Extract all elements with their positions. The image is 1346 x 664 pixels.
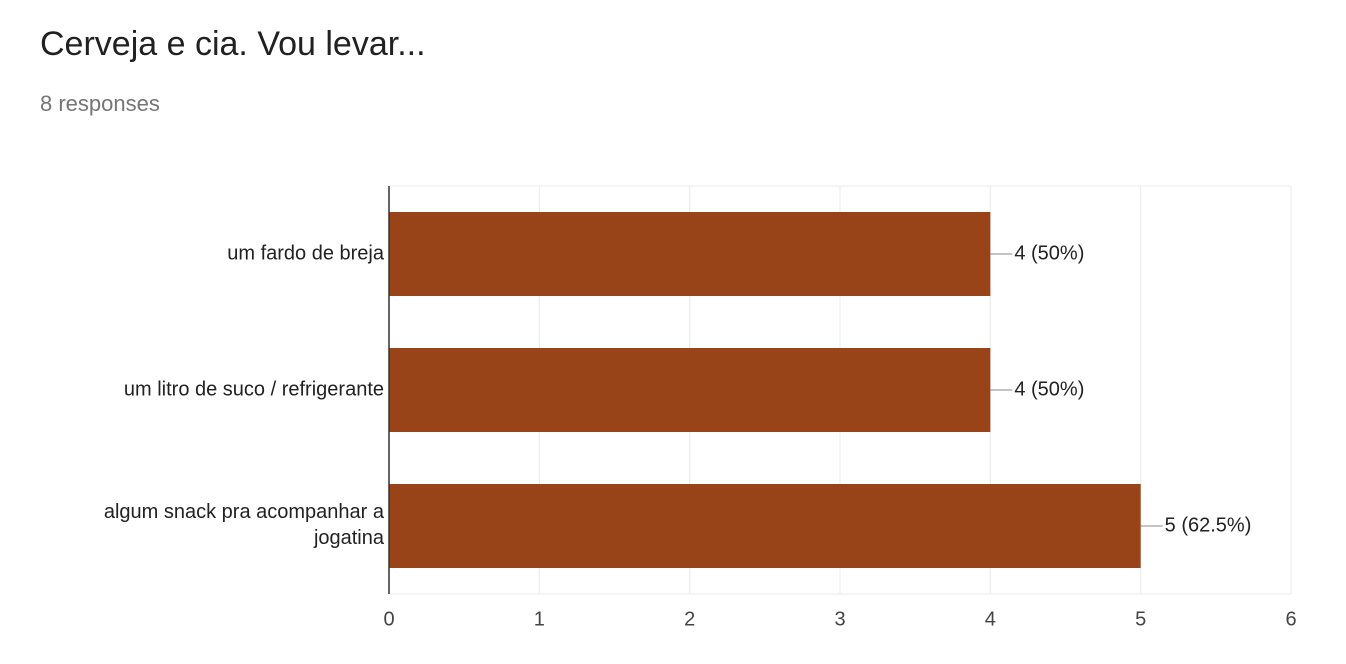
x-tick-label: 2 (684, 608, 695, 630)
x-tick-label: 5 (1135, 608, 1146, 630)
bar (389, 484, 1141, 568)
chart-title: Cerveja e cia. Vou levar... (40, 25, 426, 63)
x-tick-label: 3 (834, 608, 845, 630)
y-tick-label: algum snack pra acompanhar a jogatina (104, 501, 385, 549)
bar (389, 212, 991, 296)
value-label: 5 (62.5%) (1165, 514, 1252, 536)
x-tick-label: 1 (534, 608, 545, 630)
y-tick-label: um fardo de breja (227, 242, 385, 264)
value-label: 4 (50%) (1014, 378, 1084, 400)
y-tick-label: um litro de suco / refrigerante (124, 378, 384, 400)
x-tick-label: 0 (383, 608, 394, 630)
chart-subtitle: 8 responses (40, 91, 160, 116)
bar (389, 348, 991, 432)
value-label: 4 (50%) (1014, 242, 1084, 264)
x-tick-label: 6 (1285, 608, 1296, 630)
x-tick-label: 4 (985, 608, 996, 630)
